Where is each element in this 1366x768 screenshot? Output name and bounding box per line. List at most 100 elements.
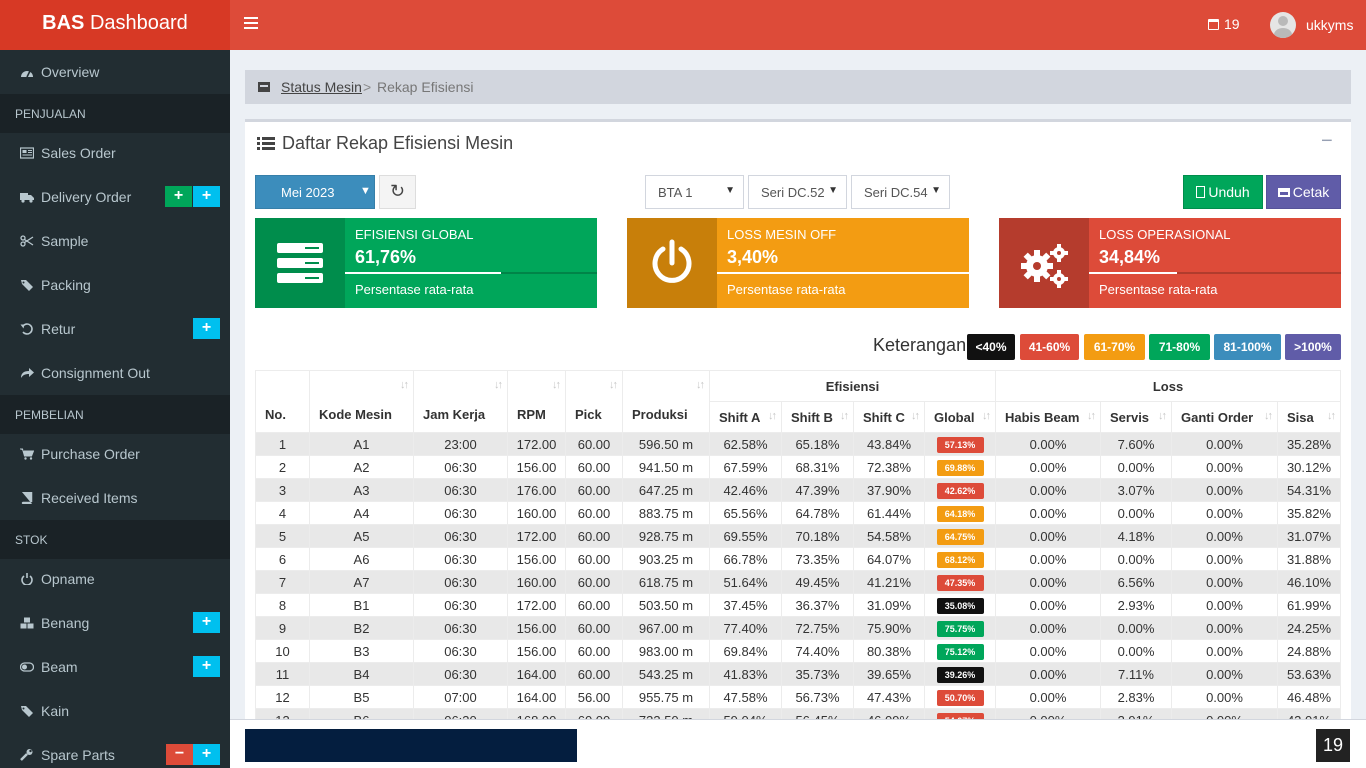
menu-toggle-icon[interactable] xyxy=(244,17,258,29)
cell-servis: 0.00% xyxy=(1100,616,1172,640)
machine-select[interactable]: BTA 1 ▼ xyxy=(645,175,744,209)
page-number-badge[interactable]: 19 xyxy=(1316,729,1350,762)
sidebar-item-retur[interactable]: Retur + xyxy=(0,307,230,351)
share-icon xyxy=(21,368,34,378)
cell-global: 64.75% xyxy=(924,524,996,548)
download-button[interactable]: Unduh xyxy=(1183,175,1263,209)
col-header-sisa[interactable]: Sisa ↓↑ xyxy=(1277,401,1341,433)
cell-no: 3 xyxy=(255,478,310,502)
cell-global: 35.08% xyxy=(924,593,996,617)
col-header-ganti-order[interactable]: Ganti Order ↓↑ xyxy=(1171,401,1278,433)
efficiency-badge: 47.35% xyxy=(936,574,984,591)
sidebar-item-received-items[interactable]: Received Items xyxy=(0,476,230,520)
table-row[interactable]: 9 B2 06:30 156.00 60.00 967.00 m 77.40% 72.75% 7… xyxy=(255,616,1341,640)
col-header-produksi[interactable]: Produksi ↓↑ xyxy=(622,370,710,433)
table-row[interactable]: 12 B5 07:00 164.00 56.00 955.75 m 47.58% 56.73%… xyxy=(255,685,1341,709)
cell-ganti-order: 0.00% xyxy=(1171,455,1278,479)
header-label: Global xyxy=(934,409,975,425)
add-delivery-order-alt-button[interactable]: + xyxy=(193,186,220,207)
cell-no: 2 xyxy=(255,455,310,479)
sidebar-item-spare-parts[interactable]: Spare Parts − + xyxy=(0,733,230,768)
table-row[interactable]: 2 A2 06:30 156.00 60.00 941.50 m 67.59% 68.31% 7… xyxy=(255,455,1341,479)
col-header-rpm[interactable]: RPM ↓↑ xyxy=(507,370,566,433)
cell-jam-kerja: 06:30 xyxy=(413,662,508,686)
cell-ganti-order: 0.00% xyxy=(1171,547,1278,571)
sidebar-item-beam[interactable]: Beam + xyxy=(0,645,230,689)
sidebar-item-label: Sample xyxy=(41,233,89,249)
header-label: No. xyxy=(265,407,286,422)
sidebar-item-packing[interactable]: Packing xyxy=(0,263,230,307)
add-spare-parts-button[interactable]: + xyxy=(193,744,220,765)
table-row[interactable]: 11 B4 06:30 164.00 60.00 543.25 m 41.83% 35.73%… xyxy=(255,662,1341,686)
table-row[interactable]: 4 A4 06:30 160.00 60.00 883.75 m 65.56% 64.78% 6… xyxy=(255,501,1341,525)
refresh-button[interactable]: ↻ xyxy=(379,175,416,209)
chevron-down-icon: ▼ xyxy=(828,185,838,196)
cell-shift-c: 37.90% xyxy=(853,478,925,502)
add-retur-button[interactable]: + xyxy=(193,318,220,339)
app-logo[interactable]: BAS Dashboard xyxy=(0,0,230,50)
cell-sisa: 24.25% xyxy=(1277,616,1341,640)
cell-shift-c: 43.84% xyxy=(853,432,925,456)
col-header-no[interactable]: No. xyxy=(255,370,310,433)
cell-ganti-order: 0.00% xyxy=(1171,570,1278,594)
header-label: Kode Mesin xyxy=(319,407,392,422)
cell-sisa: 31.88% xyxy=(1277,547,1341,571)
cell-kode-mesin: A4 xyxy=(309,501,414,525)
sidebar-item-sales-order[interactable]: Sales Order xyxy=(0,131,230,175)
brand-bold: BAS xyxy=(42,12,85,34)
cell-rpm: 156.00 xyxy=(507,455,566,479)
legend-badge-lt40: <40% xyxy=(967,334,1015,360)
col-header-habis-beam[interactable]: Habis Beam ↓↑ xyxy=(995,401,1101,433)
sidebar-item-label: Delivery Order xyxy=(41,189,132,205)
sidebar-item-overview[interactable]: Overview xyxy=(0,50,230,94)
sidebar-item-benang[interactable]: Benang + xyxy=(0,601,230,645)
sidebar-item-delivery-order[interactable]: Delivery Order + + xyxy=(0,175,230,219)
col-header-servis[interactable]: Servis ↓↑ xyxy=(1100,401,1172,433)
col-header-jam-kerja[interactable]: Jam Kerja ↓↑ xyxy=(413,370,508,433)
col-header-shift-c[interactable]: Shift C ↓↑ xyxy=(853,401,925,433)
add-beam-button[interactable]: + xyxy=(193,656,220,677)
efficiency-badge: 64.18% xyxy=(936,505,984,522)
seri-select-2[interactable]: Seri DC.54 ▼ xyxy=(851,175,950,209)
cell-servis: 0.00% xyxy=(1100,639,1172,663)
table-row[interactable]: 3 A3 06:30 176.00 60.00 647.25 m 42.46% 47.39% 3… xyxy=(255,478,1341,502)
seri-select-1[interactable]: Seri DC.52 ▼ xyxy=(748,175,847,209)
cell-servis: 6.56% xyxy=(1100,570,1172,594)
table-row[interactable]: 8 B1 06:30 172.00 60.00 503.50 m 37.45% 36.37% 3… xyxy=(255,593,1341,617)
sidebar-item-consignment-out[interactable]: Consignment Out xyxy=(0,351,230,395)
col-header-shift-a[interactable]: Shift A ↓↑ xyxy=(709,401,782,433)
collapse-button[interactable]: − xyxy=(1321,130,1333,152)
cell-shift-b: 64.78% xyxy=(781,501,854,525)
col-header-pick[interactable]: Pick ↓↑ xyxy=(565,370,623,433)
cell-sisa: 35.82% xyxy=(1277,501,1341,525)
col-header-global[interactable]: Global ↓↑ xyxy=(924,401,996,433)
table-row[interactable]: 6 A6 06:30 156.00 60.00 903.25 m 66.78% 73.35% 6… xyxy=(255,547,1341,571)
sidebar-item-sample[interactable]: Sample xyxy=(0,219,230,263)
add-delivery-order-button[interactable]: + xyxy=(165,186,192,207)
col-header-shift-b[interactable]: Shift B ↓↑ xyxy=(781,401,854,433)
month-value: Mei 2023 xyxy=(281,185,335,200)
cell-kode-mesin: A3 xyxy=(309,478,414,502)
sidebar-item-kain[interactable]: Kain xyxy=(0,689,230,733)
breadcrumb-link-status-mesin[interactable]: Status Mesin xyxy=(281,79,362,95)
breadcrumb-current: Rekap Efisiensi xyxy=(377,79,474,95)
col-header-kode-mesin[interactable]: Kode Mesin ↓↑ xyxy=(309,370,414,433)
remove-spare-parts-button[interactable]: − xyxy=(166,744,193,765)
add-benang-button[interactable]: + xyxy=(193,612,220,633)
print-button[interactable]: Cetak xyxy=(1266,175,1341,209)
sidebar-header-penjualan: PENJUALAN xyxy=(0,94,230,133)
table-row[interactable]: 1 A1 23:00 172.00 60.00 596.50 m 62.58% 65.18% 4… xyxy=(255,432,1341,456)
sidebar-item-purchase-order[interactable]: Purchase Order xyxy=(0,432,230,476)
chevron-down-icon: ▼ xyxy=(931,185,941,196)
calendar-notification[interactable]: 19 xyxy=(1208,16,1240,32)
sidebar-item-opname[interactable]: Opname xyxy=(0,557,230,601)
table-row[interactable]: 10 B3 06:30 156.00 60.00 983.00 m 69.84% 74.40%… xyxy=(255,639,1341,663)
cell-sisa: 54.31% xyxy=(1277,478,1341,502)
info-desc: Persentase rata-rata xyxy=(727,282,846,297)
month-select[interactable]: Mei 2023 ▼ xyxy=(255,175,375,209)
cell-jam-kerja: 06:30 xyxy=(413,478,508,502)
cell-rpm: 176.00 xyxy=(507,478,566,502)
download-label: Unduh xyxy=(1208,184,1250,200)
table-row[interactable]: 5 A5 06:30 172.00 60.00 928.75 m 69.55% 70.18% 5… xyxy=(255,524,1341,548)
table-row[interactable]: 7 A7 06:30 160.00 60.00 618.75 m 51.64% 49.45% 4… xyxy=(255,570,1341,594)
